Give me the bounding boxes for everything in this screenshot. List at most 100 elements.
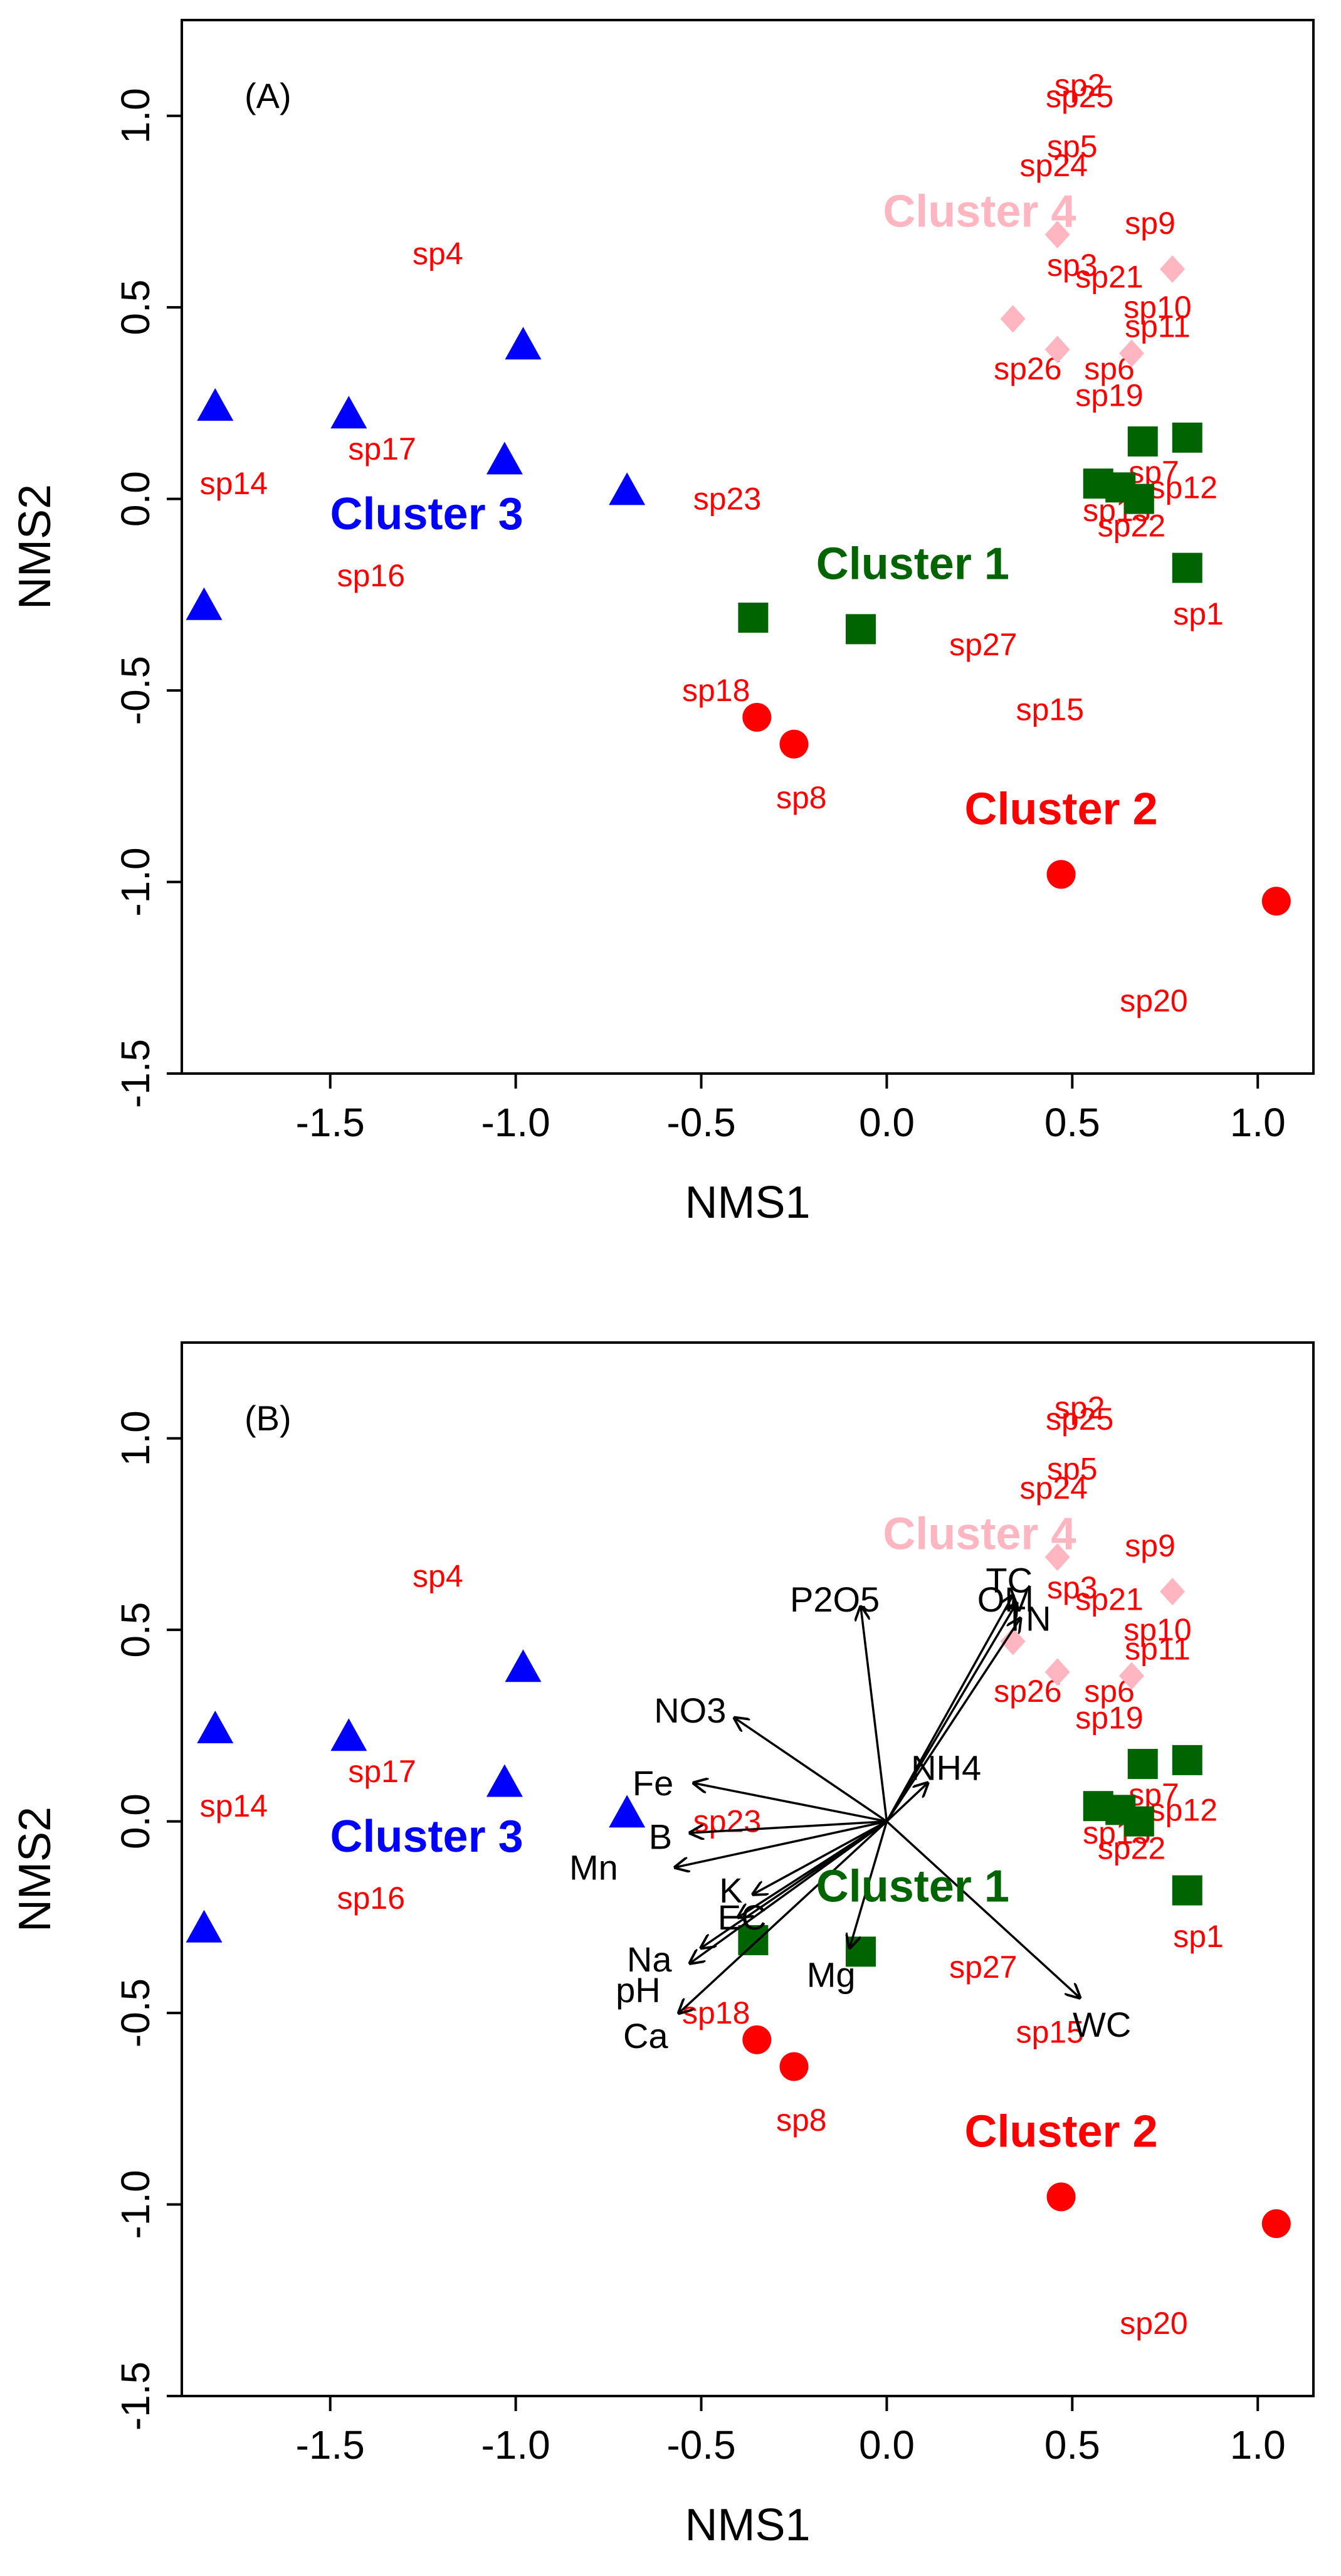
cluster-1-point — [1123, 483, 1154, 514]
species-label-sp21: sp21 — [1075, 259, 1143, 294]
cluster-3-point — [197, 388, 234, 421]
cluster-3-point — [486, 441, 523, 475]
cluster-4-point — [1119, 1662, 1145, 1690]
x-tick-label: 0.5 — [1044, 2422, 1100, 2468]
cluster-3-point — [486, 1764, 523, 1797]
cluster-2-point — [742, 2025, 772, 2054]
vector-label-tc: TC — [986, 1560, 1033, 1600]
species-label-sp3: sp3 — [1047, 248, 1098, 283]
vector-label-tn: TN — [1004, 1598, 1051, 1638]
cluster-1-point — [1172, 422, 1202, 453]
species-label-sp8: sp8 — [776, 2103, 827, 2138]
vector-label-wc: WC — [1073, 2005, 1131, 2044]
vector-arrow-tc — [885, 1595, 1012, 1822]
cluster-3-point — [197, 1711, 234, 1744]
vector-arrow-nh4 — [886, 1783, 927, 1822]
cluster-2-point — [779, 729, 809, 759]
cluster-4-point — [1000, 305, 1026, 333]
species-label-sp18: sp18 — [682, 673, 750, 708]
cluster-1-point — [1123, 1806, 1154, 1837]
plot-frame — [181, 19, 1315, 1075]
species-label-sp26: sp26 — [994, 351, 1061, 386]
vector-arrow-b — [690, 1820, 887, 1833]
cluster-1-point — [738, 1925, 769, 1956]
x-tick-label: 0.0 — [859, 2422, 915, 2468]
x-axis-label: NMS1 — [685, 2500, 810, 2550]
species-label-sp11: sp11 — [1125, 309, 1191, 344]
species-label-sp25: sp25 — [1046, 1401, 1113, 1437]
cluster-3-point — [186, 587, 223, 620]
vector-arrow-p2o5 — [861, 1607, 888, 1822]
species-label-sp22: sp22 — [1098, 1830, 1165, 1866]
species-label-sp27: sp27 — [949, 1950, 1017, 1985]
vector-label-b: B — [649, 1817, 672, 1857]
cluster-3-point — [609, 1795, 646, 1828]
cluster-4-point — [1000, 1627, 1026, 1655]
cluster-1-point — [1127, 1749, 1158, 1779]
species-label-sp4: sp4 — [413, 1559, 463, 1594]
cluster-1-point — [1172, 1875, 1202, 1906]
species-label-sp14: sp14 — [200, 466, 268, 501]
species-label-sp2: sp2 — [1054, 68, 1105, 103]
species-label-sp17: sp17 — [348, 431, 416, 467]
species-label-sp9: sp9 — [1125, 1528, 1175, 1563]
species-label-sp5: sp5 — [1047, 129, 1098, 164]
cluster-3-point — [505, 1649, 542, 1682]
cluster-label-1: Cluster 1 — [816, 539, 1009, 589]
species-label-sp19: sp19 — [1075, 378, 1143, 413]
y-tick-label: -1.5 — [113, 1039, 158, 1108]
species-label-sp20: sp20 — [1120, 983, 1187, 1018]
chart-panel-a: -1.5 -1.0 -0.5 0.0 0.5 1.0 -1.5 -1.0 -0.5 0.0 0.5 1… — [10, 19, 1315, 1228]
cluster-label-2: Cluster 2 — [965, 784, 1158, 834]
cluster-3-point — [186, 1909, 223, 1943]
vector-arrow-wc — [886, 1820, 1080, 1998]
cluster-3-point — [505, 327, 542, 360]
plot-frame — [181, 1341, 1315, 2397]
cluster-4-point — [1119, 339, 1145, 367]
y-tick-label: 0.0 — [113, 471, 158, 527]
species-label-sp20: sp20 — [1120, 2306, 1187, 2341]
vector-arrow-ph — [690, 1820, 888, 1963]
cluster-2-point — [779, 2052, 809, 2081]
species-label-sp23: sp23 — [693, 482, 761, 517]
x-tick-label: 0.5 — [1044, 1100, 1100, 1145]
cluster-3-point — [609, 472, 646, 505]
cluster-2-point — [742, 702, 772, 732]
species-label-sp7: sp7 — [1128, 1777, 1179, 1812]
cluster-4-point — [1160, 255, 1186, 283]
species-label-sp27: sp27 — [949, 627, 1017, 662]
cluster-4-point — [1044, 221, 1070, 249]
vector-arrow-tn — [885, 1618, 1020, 1822]
x-tick-label: 0.0 — [859, 1100, 915, 1145]
cluster-1-point — [846, 614, 876, 645]
cluster-3-point — [330, 1718, 367, 1751]
species-label-sp19: sp19 — [1075, 1701, 1143, 1736]
y-tick-label: -1.0 — [113, 847, 158, 916]
species-label-sp12: sp12 — [1150, 470, 1217, 505]
cluster-label-4: Cluster 4 — [883, 1509, 1076, 1559]
cluster-4-point — [1044, 1543, 1070, 1571]
species-label-sp1: sp1 — [1173, 596, 1224, 631]
cluster-2-point — [1261, 887, 1291, 916]
species-label-sp3: sp3 — [1047, 1570, 1098, 1605]
cluster-3-point — [330, 396, 367, 429]
cluster-label-2: Cluster 2 — [965, 2106, 1158, 2156]
species-label-sp12: sp12 — [1150, 1792, 1217, 1827]
species-label-sp26: sp26 — [994, 1674, 1061, 1709]
cluster-1-point — [1172, 552, 1202, 583]
species-label-sp11: sp11 — [1125, 1632, 1191, 1667]
vector-arrow-no3 — [735, 1718, 888, 1823]
vector-label-mg: Mg — [807, 1955, 856, 1995]
x-tick-label: -1.0 — [481, 2422, 550, 2468]
cluster-2-point — [1046, 2182, 1076, 2212]
vector-label-mn: Mn — [569, 1847, 618, 1887]
vector-label-fe: Fe — [633, 1763, 673, 1803]
species-label-sp23: sp23 — [693, 1804, 761, 1839]
species-label-sp16: sp16 — [337, 1881, 405, 1916]
cluster-1-point — [1127, 426, 1158, 457]
vector-arrow-k — [753, 1820, 888, 1894]
y-tick-label: 0.0 — [113, 1793, 158, 1849]
species-label-sp10: sp10 — [1123, 1612, 1191, 1647]
cluster-2-point — [1261, 2209, 1291, 2239]
y-axis-label: NMS2 — [10, 484, 60, 610]
